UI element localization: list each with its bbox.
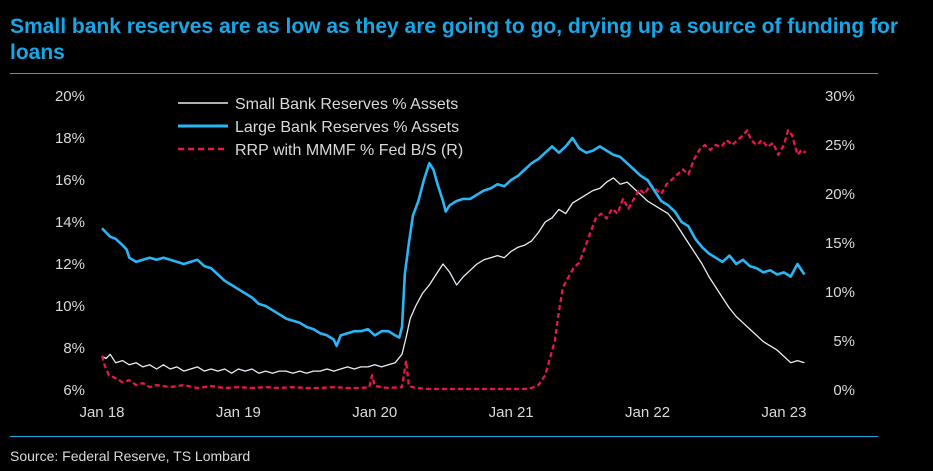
left-axis: 6% 8% 10% 12% 14% 16% 18% 20% (55, 88, 85, 399)
legend-label-rrp: RRP with MMMF % Fed B/S (R) (235, 142, 463, 159)
left-tick-label: 14% (55, 214, 85, 231)
left-tick-label: 12% (55, 256, 85, 273)
legend: Small Bank Reserves % Assets Large Bank … (178, 96, 463, 159)
left-tick-label: 20% (55, 88, 85, 105)
title-divider (10, 73, 878, 74)
series-line-rrp (100, 129, 807, 391)
right-axis: 0% 5% 10% 15% 20% 25% 30% (825, 88, 855, 399)
x-tick-label: Jan 19 (216, 404, 261, 421)
series-line-small-bank (101, 177, 805, 374)
right-tick-label: 20% (825, 186, 855, 203)
legend-label-small-bank: Small Bank Reserves % Assets (235, 96, 458, 113)
left-tick-label: 8% (63, 340, 85, 357)
right-tick-label: 5% (833, 333, 855, 350)
chart-title: Small bank reserves are as low as they a… (10, 15, 899, 64)
left-tick-label: 10% (55, 298, 85, 315)
source-note: Source: Federal Reserve, TS Lombard (10, 448, 251, 464)
right-tick-label: 25% (825, 137, 855, 154)
right-tick-label: 30% (825, 88, 855, 105)
legend-label-large-bank: Large Bank Reserves % Assets (235, 119, 459, 136)
x-tick-label: Jan 20 (352, 404, 397, 421)
right-tick-label: 15% (825, 235, 855, 252)
right-tick-label: 0% (833, 382, 855, 399)
x-tick-label: Jan 18 (79, 404, 124, 421)
series-layer (100, 129, 807, 391)
x-tick-label: Jan 23 (761, 404, 806, 421)
left-tick-label: 16% (55, 172, 85, 189)
right-tick-label: 10% (825, 284, 855, 301)
x-tick-label: Jan 22 (625, 404, 670, 421)
x-tick-label: Jan 21 (489, 404, 534, 421)
left-tick-label: 18% (55, 130, 85, 147)
left-tick-label: 6% (63, 382, 85, 399)
x-axis: Jan 18 Jan 19 Jan 20 Jan 21 Jan 22 Jan 23 (79, 404, 806, 421)
source-divider (10, 436, 878, 437)
series-line-large-bank (101, 136, 806, 348)
